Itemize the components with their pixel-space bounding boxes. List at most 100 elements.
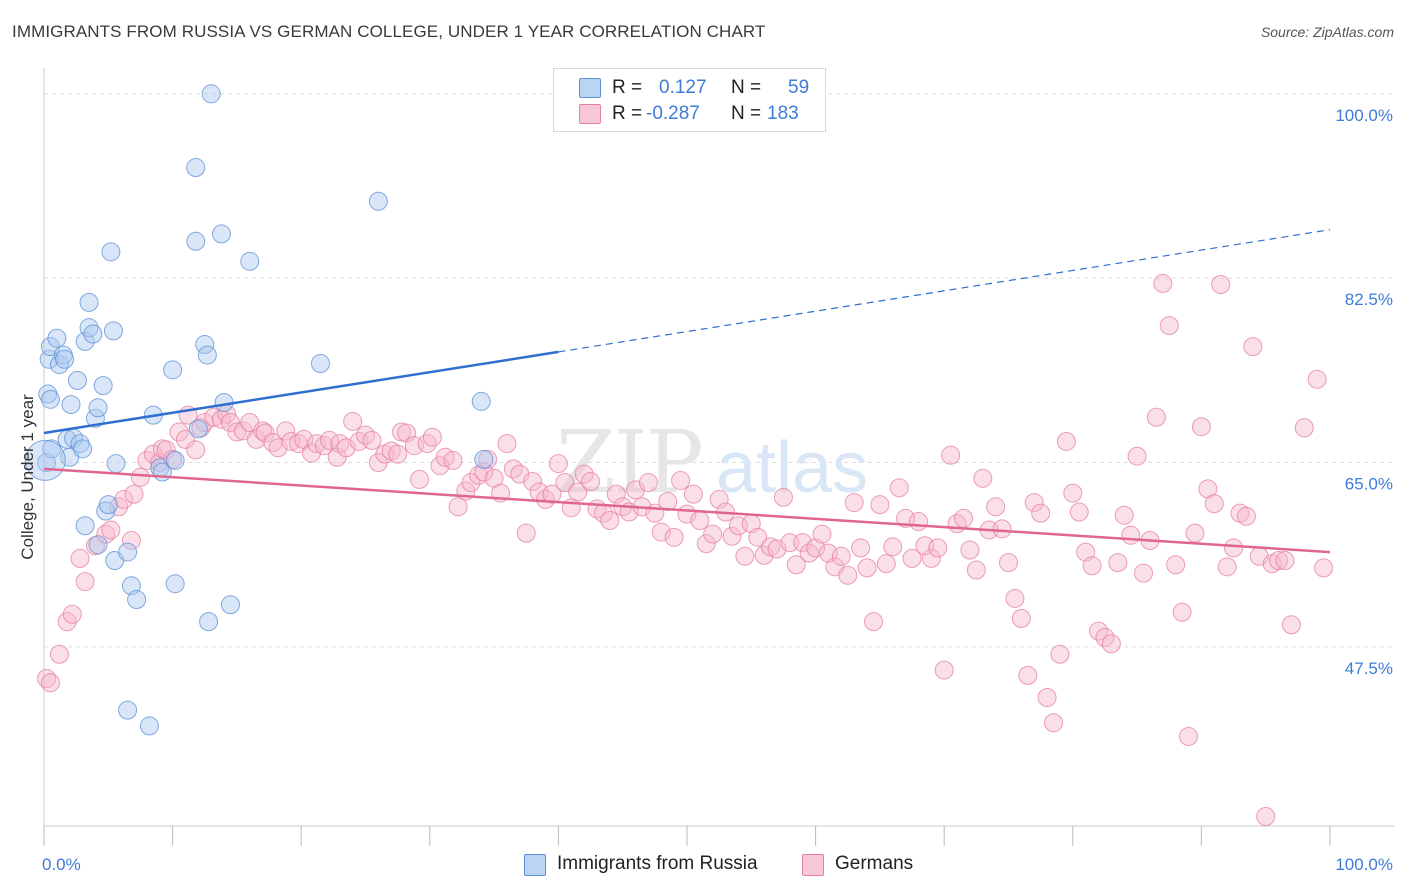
germans-point [1307, 369, 1327, 389]
russia-point [139, 716, 159, 736]
germans-point [1159, 316, 1179, 336]
germans-point [75, 572, 95, 592]
germans-point [986, 497, 1006, 517]
germans-point [40, 673, 60, 693]
legend-r-label: R = [612, 103, 643, 124]
germans-point [503, 459, 523, 479]
germans-point [388, 444, 408, 464]
germans-point [941, 445, 961, 465]
germans-point [1108, 553, 1128, 573]
russia-point [38, 384, 58, 404]
germans-point [1018, 665, 1038, 685]
germans-point [255, 423, 275, 443]
germans-point [1281, 615, 1301, 635]
germans-point [1314, 558, 1334, 578]
russia-point [211, 224, 231, 244]
germans-point [417, 434, 437, 454]
y-tick-label: 82.5% [1345, 290, 1393, 309]
legend-row-russia: R = 0.127 N = 59 [554, 75, 825, 101]
russia-point [188, 419, 208, 439]
germans-point [883, 537, 903, 557]
germans-point [793, 533, 813, 553]
germans-point [1256, 807, 1276, 827]
germans-point [1185, 523, 1205, 543]
germans-point [1134, 563, 1154, 583]
germans-point [606, 484, 626, 504]
germans-point [863, 612, 883, 632]
russia-point [163, 360, 183, 380]
russia-point [197, 345, 217, 365]
germans-point [1191, 417, 1211, 437]
russia-point [127, 589, 147, 609]
germans-point [435, 447, 455, 467]
germans-point [953, 508, 973, 528]
germans-point [130, 467, 150, 487]
germans-point [362, 430, 382, 450]
germans-point [973, 468, 993, 488]
legend-n-label: N = [731, 103, 762, 124]
germans-point [356, 425, 375, 445]
germans-point [548, 454, 568, 474]
germans-point [542, 484, 562, 504]
y-axis-title: College, Under 1 year [18, 394, 37, 560]
russia-point [101, 242, 121, 262]
germans-point [748, 527, 768, 547]
germans-point [703, 524, 723, 544]
legend-r-value: -0.287 [646, 103, 700, 124]
germans-point [786, 555, 806, 575]
x-tick-label: 100.0% [1335, 855, 1393, 874]
germans-point [960, 540, 980, 560]
russia-trend-extension [558, 229, 1331, 353]
russia-point [220, 595, 240, 615]
russia-point [98, 495, 118, 515]
germans-point [831, 546, 851, 566]
germans-point [1172, 602, 1192, 622]
russia-point [118, 700, 138, 720]
germans-point [1269, 551, 1289, 571]
germans-point [461, 473, 481, 493]
germans-point [568, 482, 588, 502]
russia-trend-line [43, 350, 559, 435]
germans-point [600, 510, 620, 530]
germans-point [1146, 407, 1166, 427]
russia-point [368, 191, 388, 211]
germans-point [124, 484, 144, 504]
legend-swatch-germans [579, 104, 601, 124]
russia-point [40, 389, 60, 409]
germans-point [227, 422, 247, 442]
germans-point [169, 422, 189, 442]
russia-points [24, 84, 494, 736]
germans-point [709, 489, 729, 509]
germans-point [844, 493, 864, 513]
germans-point [1069, 502, 1089, 522]
germans-point [1217, 557, 1237, 577]
germans-point [1127, 446, 1147, 466]
germans-point [1024, 493, 1044, 513]
axes [43, 68, 1395, 846]
legend-n-value: 183 [767, 103, 799, 124]
germans-point [992, 519, 1012, 539]
germans-point [1236, 506, 1256, 526]
source-label: Source: ZipAtlas.com [1260, 24, 1394, 40]
russia-point [201, 84, 221, 104]
germans-point [555, 473, 575, 493]
germans-point [857, 558, 877, 578]
germans-point [870, 495, 890, 515]
germans-point [838, 565, 858, 585]
bottom-legend-swatch-germans [802, 854, 824, 876]
germans-point [516, 523, 536, 543]
bottom-legend-swatch-russia [524, 854, 546, 876]
germans-point [1294, 418, 1314, 438]
russia-point [93, 376, 113, 396]
germans-point [1211, 274, 1231, 294]
russia-point [199, 612, 219, 632]
germans-point [735, 546, 755, 566]
bottom-legend-label-russia: Immigrants from Russia [557, 853, 758, 874]
germans-point [638, 473, 658, 493]
germans-point [1224, 538, 1244, 558]
bottom-legend-label-germans: Germans [835, 853, 914, 874]
germans-point [799, 543, 819, 563]
germans-trend-line [43, 467, 1331, 554]
germans-point [448, 497, 468, 517]
germans-point [1050, 644, 1070, 664]
